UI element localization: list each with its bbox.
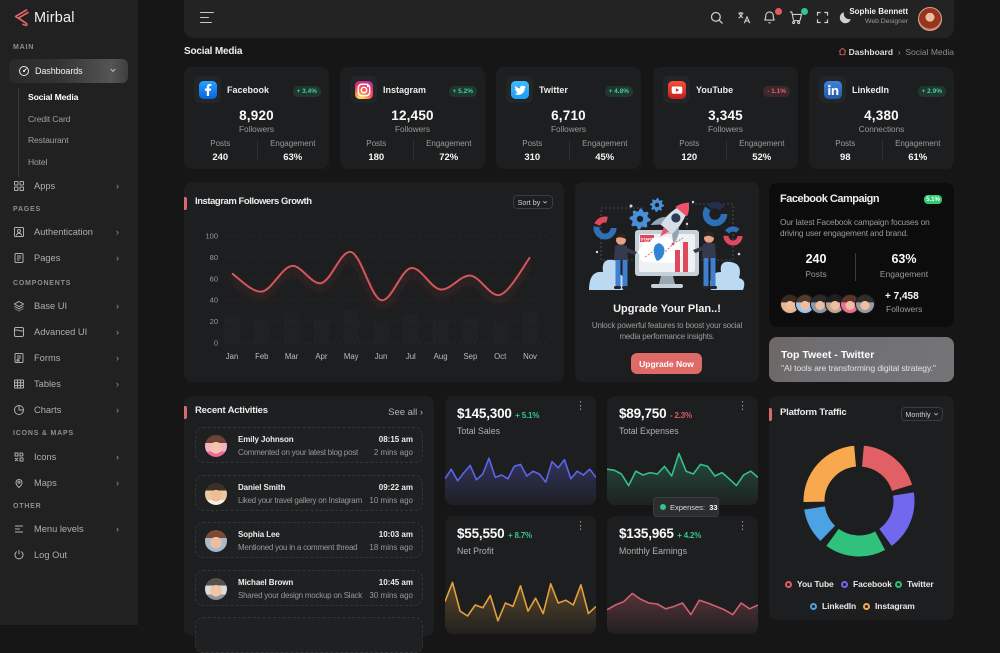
svg-text:Jul: Jul bbox=[406, 352, 416, 361]
svg-text:Sep: Sep bbox=[463, 352, 478, 361]
svg-text:40: 40 bbox=[210, 296, 218, 305]
svg-text:Oct: Oct bbox=[494, 352, 507, 361]
svg-text:20: 20 bbox=[210, 317, 218, 326]
svg-text:Apr: Apr bbox=[315, 352, 328, 361]
svg-text:Jun: Jun bbox=[375, 352, 388, 361]
svg-text:START: START bbox=[640, 237, 654, 242]
svg-text:Nov: Nov bbox=[523, 352, 537, 361]
svg-text:0: 0 bbox=[214, 339, 218, 348]
svg-text:Mar: Mar bbox=[285, 352, 299, 361]
svg-text:100: 100 bbox=[205, 232, 218, 241]
svg-text:May: May bbox=[344, 352, 359, 361]
svg-text:Jan: Jan bbox=[226, 352, 239, 361]
svg-text:80: 80 bbox=[210, 253, 218, 262]
svg-text:Aug: Aug bbox=[434, 352, 448, 361]
svg-text:Feb: Feb bbox=[255, 352, 269, 361]
svg-text:60: 60 bbox=[210, 274, 218, 283]
